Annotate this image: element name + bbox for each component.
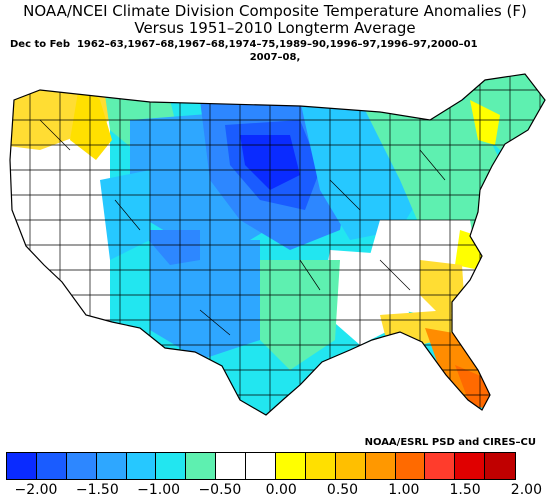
us-outline bbox=[9, 73, 546, 416]
colorbar bbox=[6, 452, 517, 480]
colorbar-tick-label: 0.00 bbox=[265, 482, 297, 498]
map-subtitle: Versus 1951–2010 Longterm Average bbox=[134, 19, 416, 37]
colorbar-swatch bbox=[66, 453, 97, 479]
colorbar-swatch bbox=[395, 453, 426, 479]
colorbar-tick-label: −1.50 bbox=[75, 482, 119, 498]
colorbar-swatch bbox=[156, 453, 187, 479]
colorbar-tick-label: 1.50 bbox=[449, 482, 481, 498]
colorbar-swatch bbox=[455, 453, 486, 479]
division-boundaries bbox=[10, 74, 545, 415]
colorbar-swatch bbox=[276, 453, 306, 479]
colorbar-swatch bbox=[425, 453, 456, 479]
colorbar-tick-label: −0.50 bbox=[198, 482, 242, 498]
colorbar-ticks: −2.00 −1.50 −1.00 −0.50 0.00 0.50 1.00 1.50 2.00 bbox=[0, 482, 550, 498]
colorbar-tick-label: 2.00 bbox=[510, 482, 542, 498]
credit-label: NOAA/ESRL PSD and CIRES–CU bbox=[364, 437, 536, 448]
colorbar-swatch bbox=[186, 453, 217, 479]
years-list: 1962–63,1967–68,1967–68,1974–75,1989–90,… bbox=[76, 39, 478, 50]
colorbar-swatch bbox=[485, 453, 516, 479]
season-years: Dec to Feb 1962–63,1967–68,1967–68,1974–… bbox=[10, 39, 478, 50]
colorbar-swatch bbox=[335, 453, 366, 479]
us-climate-division-map bbox=[9, 73, 546, 416]
colorbar-tick-label: −1.00 bbox=[137, 482, 181, 498]
colorbar-swatch bbox=[216, 453, 247, 479]
colorbar-swatch bbox=[126, 453, 157, 479]
colorbar-tick-label: 1.00 bbox=[388, 482, 420, 498]
colorbar-swatch bbox=[365, 453, 396, 479]
colorbar-swatch bbox=[246, 453, 277, 479]
colorbar-tick-label: −2.00 bbox=[14, 482, 58, 498]
colorbar-swatch bbox=[7, 453, 37, 479]
colorbar-swatch bbox=[36, 453, 67, 479]
colorbar-tick-label: 0.50 bbox=[326, 482, 359, 498]
years-continued: 2007–08, bbox=[249, 52, 301, 63]
anomaly-shading bbox=[10, 74, 545, 415]
season-label: Dec to Feb bbox=[10, 39, 70, 50]
colorbar-swatch bbox=[96, 453, 127, 479]
map-title: NOAA/NCEI Climate Division Composite Tem… bbox=[23, 2, 527, 20]
colorbar-swatch bbox=[305, 453, 336, 479]
